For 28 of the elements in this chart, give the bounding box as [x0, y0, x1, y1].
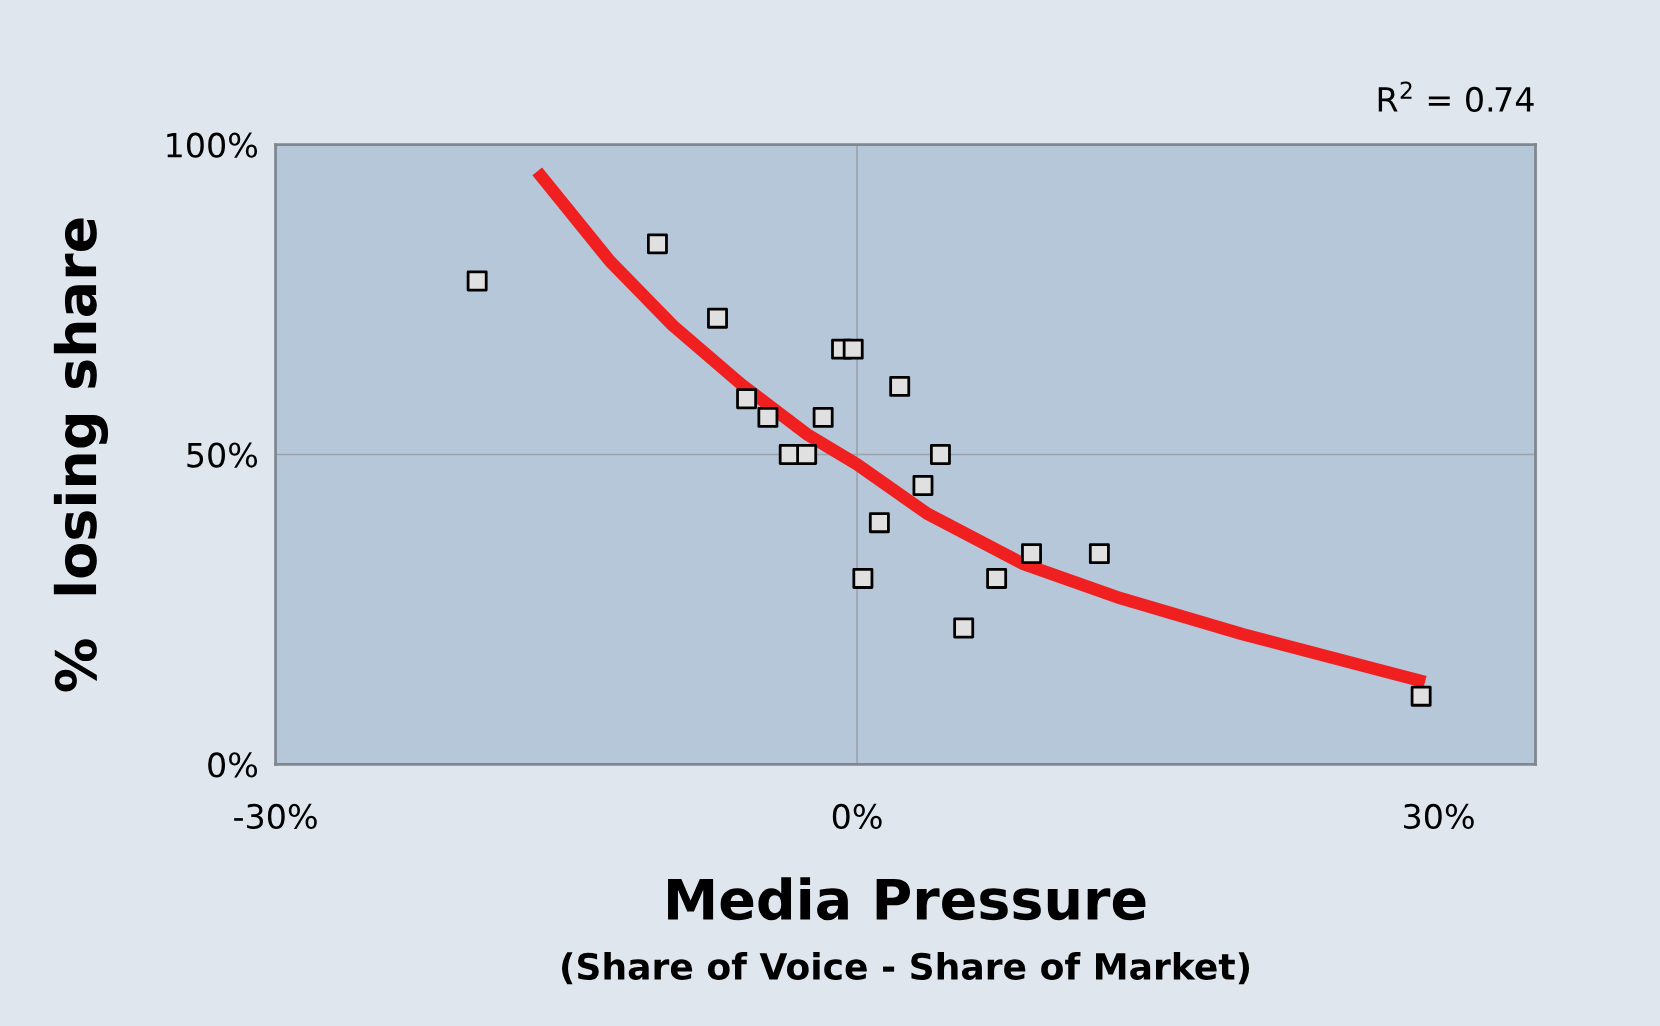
point [852, 568, 874, 589]
x-tick-label: 30% [1404, 803, 1474, 830]
point [889, 375, 911, 397]
point [842, 338, 864, 360]
point [757, 406, 779, 428]
point [796, 444, 818, 465]
point [1021, 543, 1042, 565]
point [868, 512, 890, 534]
point [1088, 543, 1110, 565]
point [736, 388, 758, 410]
x-tick-label: 0% [832, 803, 882, 830]
y-tick-label: 50% [187, 442, 258, 468]
point [707, 307, 728, 329]
point [986, 568, 1008, 589]
x-tick-label: -30% [234, 803, 317, 830]
x-axis-title: Media Pressure [668, 877, 1146, 921]
text: (Share of Voice - Share of Market) [562, 952, 1250, 985]
point [912, 475, 934, 496]
y-tick-label: 100% [167, 132, 258, 158]
text: R$^{2}$ = 0.74 [1378, 81, 1534, 113]
point [466, 270, 488, 292]
point [646, 233, 668, 255]
y-axis-title: % losing share [53, 218, 109, 692]
point [929, 444, 951, 465]
point [953, 617, 975, 639]
y-tick-label: 0% [208, 752, 258, 778]
point [1410, 685, 1432, 707]
point [812, 406, 834, 428]
